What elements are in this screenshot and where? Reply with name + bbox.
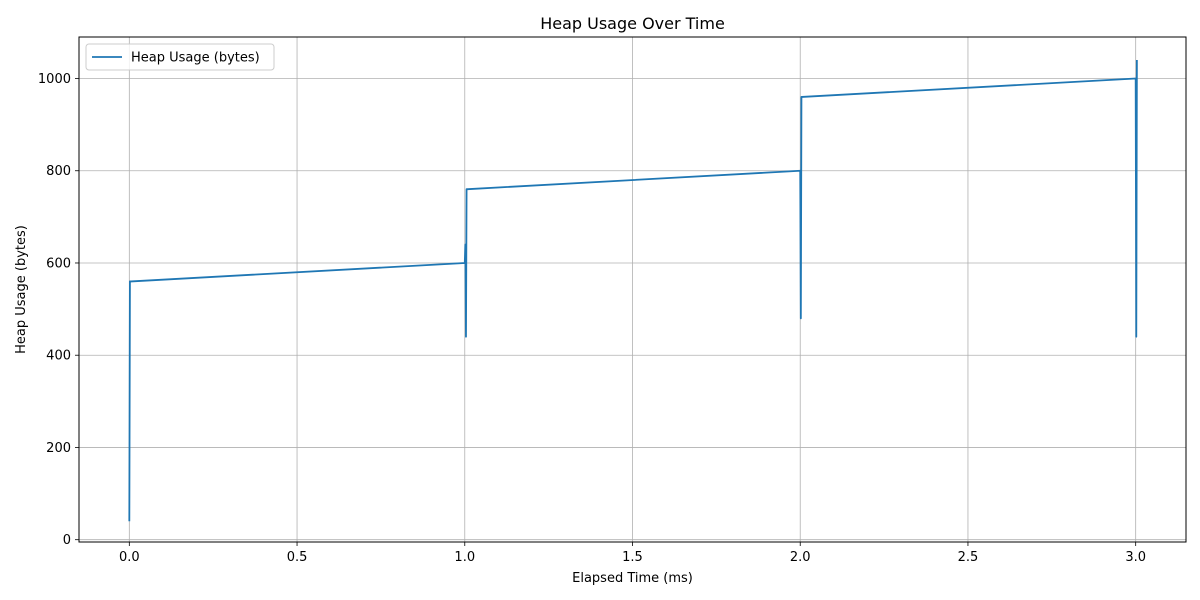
x-tick-label: 1.0 bbox=[454, 550, 475, 565]
y-tick-label: 600 bbox=[46, 256, 71, 271]
y-axis-title: Heap Usage (bytes) bbox=[14, 225, 29, 354]
chart-title: Heap Usage Over Time bbox=[540, 14, 725, 33]
y-tick-label: 0 bbox=[63, 533, 71, 548]
y-tick-label: 1000 bbox=[38, 72, 71, 87]
x-axis-title: Elapsed Time (ms) bbox=[572, 571, 693, 586]
x-tick-label: 3.0 bbox=[1125, 550, 1146, 565]
legend: Heap Usage (bytes) bbox=[85, 43, 275, 71]
y-tick-label: 200 bbox=[46, 441, 71, 456]
legend-label: Heap Usage (bytes) bbox=[131, 51, 260, 66]
y-tick-label: 400 bbox=[46, 349, 71, 364]
x-tick-label: 2.5 bbox=[958, 550, 979, 565]
x-tick-label: 0.0 bbox=[119, 550, 140, 565]
y-tick-label: 800 bbox=[46, 164, 71, 179]
x-tick-label: 2.0 bbox=[790, 550, 811, 565]
x-tick-label: 0.5 bbox=[287, 550, 308, 565]
legend-box bbox=[85, 43, 275, 71]
tick-layer: 0.0 0.5 1.0 1.5 2.0 2.5 3.0 0 200 400 600 800 1000 bbox=[38, 72, 1146, 565]
series-layer bbox=[128, 60, 1138, 522]
series-line-heap-usage bbox=[128, 60, 1138, 522]
x-tick-label: 1.5 bbox=[622, 550, 643, 565]
